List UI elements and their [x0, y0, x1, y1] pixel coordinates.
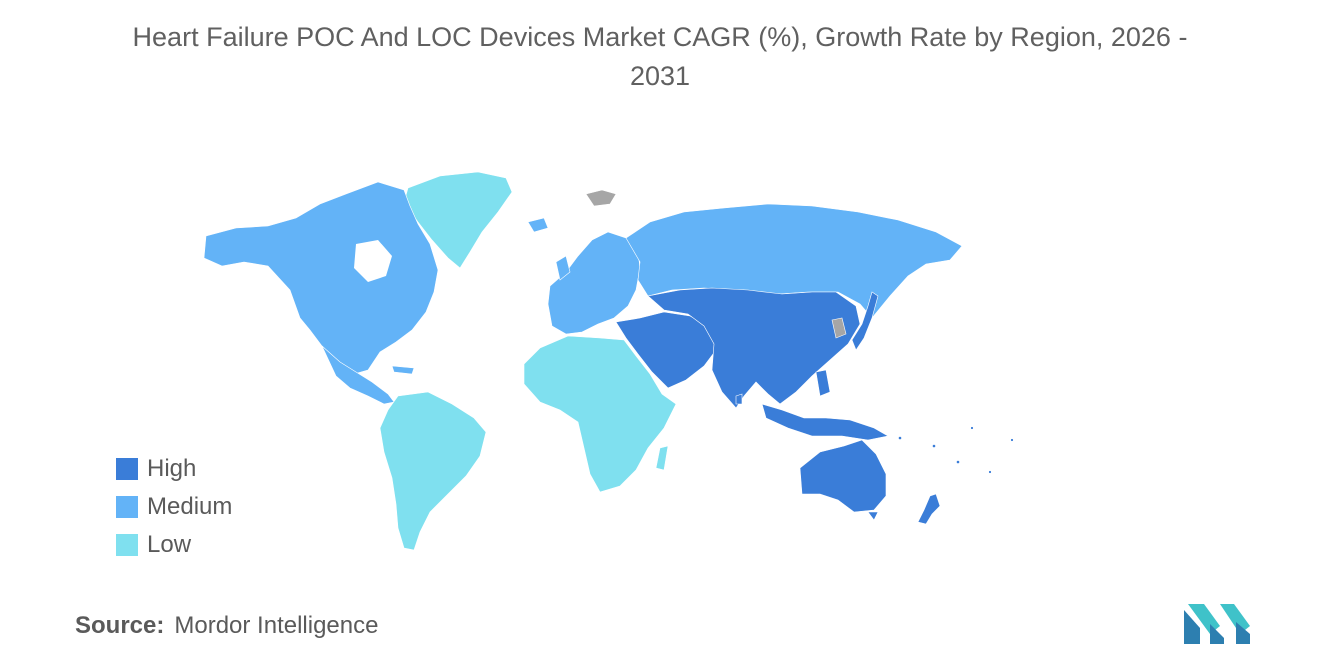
source-label: Source: [75, 612, 165, 639]
legend-label-medium: Medium [147, 493, 233, 520]
region-uk [555, 255, 571, 281]
region-middle-east [615, 311, 717, 389]
legend-item-high: High [116, 450, 232, 488]
legend-label-low: Low [147, 531, 192, 558]
chart-title-line-1: Heart Failure POC And LOC Devices Market… [132, 22, 1188, 52]
legend-swatch-medium [116, 496, 138, 518]
region-sri-lanka [735, 393, 743, 405]
region-korea [831, 317, 847, 339]
legend-swatch-high [116, 458, 138, 480]
region-caribbean [391, 365, 415, 375]
region-new-zealand [917, 493, 941, 525]
source-note: Source: Mordor Intelligence [75, 612, 378, 640]
mordor-intelligence-logo-icon [1184, 604, 1250, 644]
region-japan [851, 291, 879, 351]
region-north-america [203, 181, 439, 375]
region-south-america [379, 391, 487, 551]
region-australia [799, 439, 887, 513]
region-iceland [527, 217, 549, 233]
region-philippines [815, 369, 831, 397]
legend-label-high: High [147, 455, 197, 482]
region-asia-pacific [647, 287, 861, 409]
region-europe [547, 231, 641, 335]
legend-swatch-low [116, 534, 138, 556]
chart-title: Heart Failure POC And LOC Devices Market… [0, 18, 1320, 96]
region-madagascar [655, 445, 669, 471]
region-greenland [403, 171, 513, 269]
map-legend: High Medium Low [116, 450, 232, 564]
region-russia [625, 203, 963, 319]
legend-item-medium: Medium [116, 488, 232, 526]
legend-item-low: Low [116, 526, 232, 564]
region-africa [523, 335, 677, 493]
region-southeast-asia [761, 403, 889, 441]
source-value: Mordor Intelligence [174, 612, 379, 639]
region-tasmania [867, 511, 879, 521]
region-svalbard [585, 189, 617, 207]
chart-title-line-2: 2031 [629, 61, 691, 91]
